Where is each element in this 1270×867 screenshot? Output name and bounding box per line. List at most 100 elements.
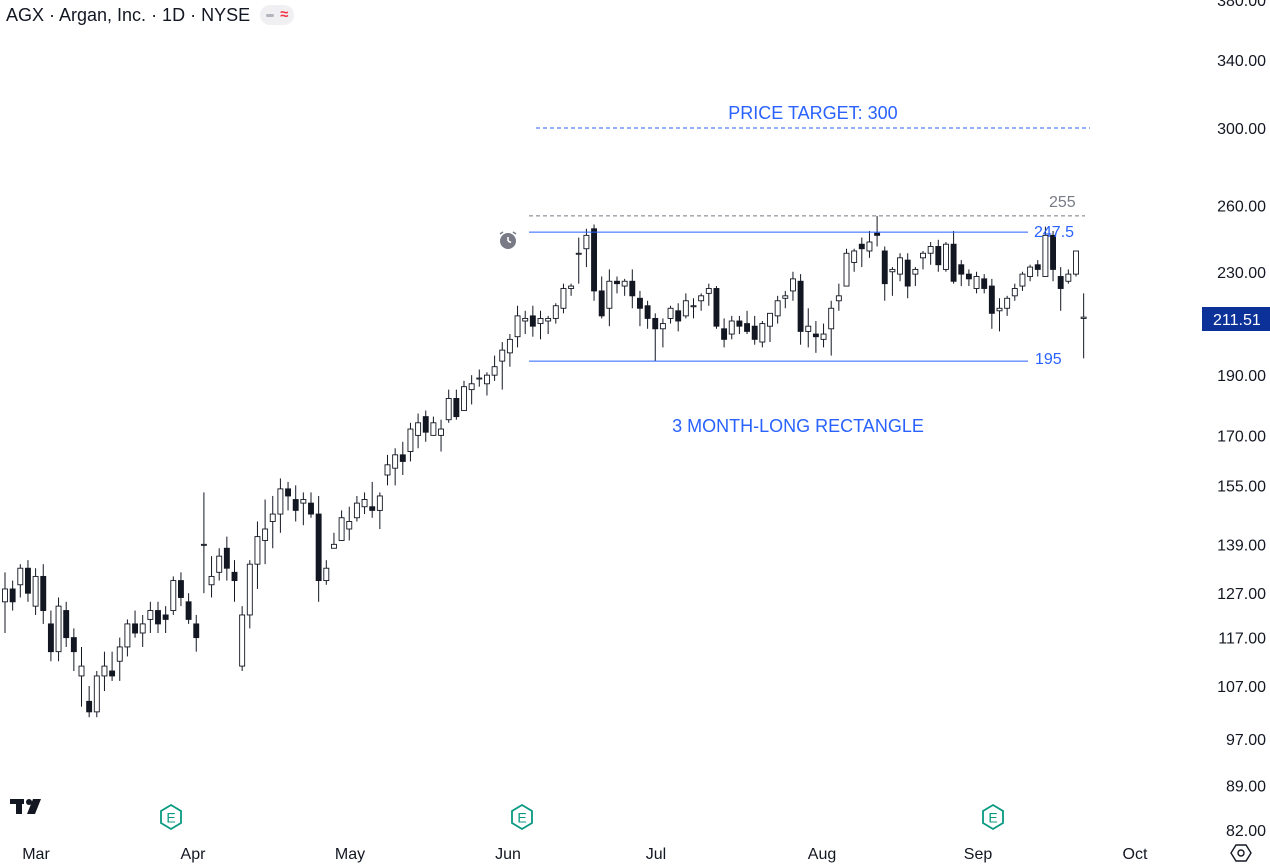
candle [614, 276, 620, 294]
candle-body [438, 428, 444, 436]
candle-body [47, 623, 54, 653]
level-247-label: 247.5 [1034, 224, 1074, 241]
price-tick-label: 107.00 [1217, 679, 1266, 696]
candle [897, 253, 903, 282]
candle-body [965, 273, 972, 280]
candle-body [491, 366, 498, 376]
candle-body [177, 580, 184, 598]
candle [484, 372, 490, 396]
candle [713, 286, 720, 329]
candle-body [866, 241, 873, 252]
candle [1080, 293, 1087, 359]
candle-body [644, 305, 651, 319]
time-axis[interactable]: Mar Apr May Jun Jul Aug Sep Oct [22, 846, 1148, 863]
earnings-hexagon-icon [160, 803, 182, 831]
candle-body [262, 528, 269, 541]
candle [323, 560, 330, 585]
candle-body [300, 499, 307, 504]
indicator-badge[interactable]: ≈ [260, 5, 295, 25]
level-195-label: 195 [1035, 351, 1062, 368]
candle-body [285, 488, 291, 497]
candle-body [1073, 250, 1079, 275]
candle [568, 283, 575, 296]
candle [682, 293, 689, 319]
price-tick-label: 340.00 [1217, 53, 1266, 70]
candle [912, 267, 919, 287]
candle-body [713, 288, 720, 327]
candle [843, 248, 850, 287]
candle [591, 224, 597, 301]
candle-body [308, 502, 314, 515]
candle [996, 298, 1003, 332]
earnings-marker[interactable]: E [982, 803, 1004, 831]
candle-body [200, 543, 207, 546]
settings-gear-icon[interactable] [1230, 843, 1252, 863]
candle-body [376, 495, 383, 511]
candle [537, 310, 544, 340]
candle-body [415, 422, 422, 436]
candle [973, 271, 980, 294]
earnings-hexagon-icon [511, 803, 533, 831]
symbol-title[interactable]: AGX · Argan, Inc. · 1D · NYSE [6, 4, 251, 25]
tradingview-logo-icon[interactable] [10, 797, 48, 817]
earnings-label: E [166, 810, 175, 826]
chart-header: AGX · Argan, Inc. · 1D · NYSE ≈ [6, 4, 295, 26]
candle [239, 606, 246, 671]
candle [392, 448, 399, 486]
candle [445, 389, 452, 423]
candle [690, 298, 697, 319]
candle [1073, 250, 1079, 277]
candle [101, 651, 108, 692]
candle-body [331, 543, 337, 549]
candle-body [86, 700, 93, 713]
candle [820, 323, 827, 348]
candle-body [17, 567, 24, 586]
candle-body [705, 288, 712, 294]
earnings-marker[interactable]: E [511, 803, 533, 831]
candle [124, 619, 131, 657]
candle [155, 601, 161, 633]
candle [407, 422, 414, 462]
price-axis[interactable]: 380.00 340.00 300.00 260.00 230.00 190.00 170.… [1217, 0, 1266, 840]
candle-body [751, 325, 758, 340]
candle [790, 271, 796, 301]
candle-body [988, 285, 995, 314]
candle-body [461, 386, 467, 411]
candle [292, 485, 299, 522]
earnings-marker[interactable]: E [160, 803, 182, 831]
earnings-hexagon-icon [982, 803, 1004, 831]
time-tick-label: Jun [495, 846, 521, 863]
earnings-label: E [988, 810, 997, 826]
candle [744, 310, 750, 335]
candle-body [1057, 276, 1064, 289]
candle-body [614, 280, 620, 285]
candle [430, 416, 437, 436]
candle-body [101, 665, 108, 677]
candle-body [652, 317, 659, 330]
candle [621, 278, 628, 296]
candle-body [790, 278, 796, 292]
candle [147, 601, 154, 633]
candle [139, 614, 146, 647]
candle [866, 230, 873, 258]
candle [86, 685, 93, 718]
alarm-clock-icon[interactable] [499, 231, 517, 249]
candle-body [1042, 234, 1049, 277]
candle [920, 250, 926, 270]
candle [767, 312, 773, 343]
candle [55, 597, 62, 662]
candle [162, 606, 169, 633]
candle-body [430, 422, 437, 436]
candle-body [453, 398, 460, 418]
candle [728, 315, 735, 340]
candle-body [216, 555, 223, 573]
candle [774, 295, 781, 324]
candle-body [353, 502, 360, 519]
candle [315, 495, 322, 602]
candle-body [667, 307, 674, 319]
candle-body [246, 563, 253, 616]
candle-body [851, 250, 858, 263]
candle [231, 560, 238, 602]
